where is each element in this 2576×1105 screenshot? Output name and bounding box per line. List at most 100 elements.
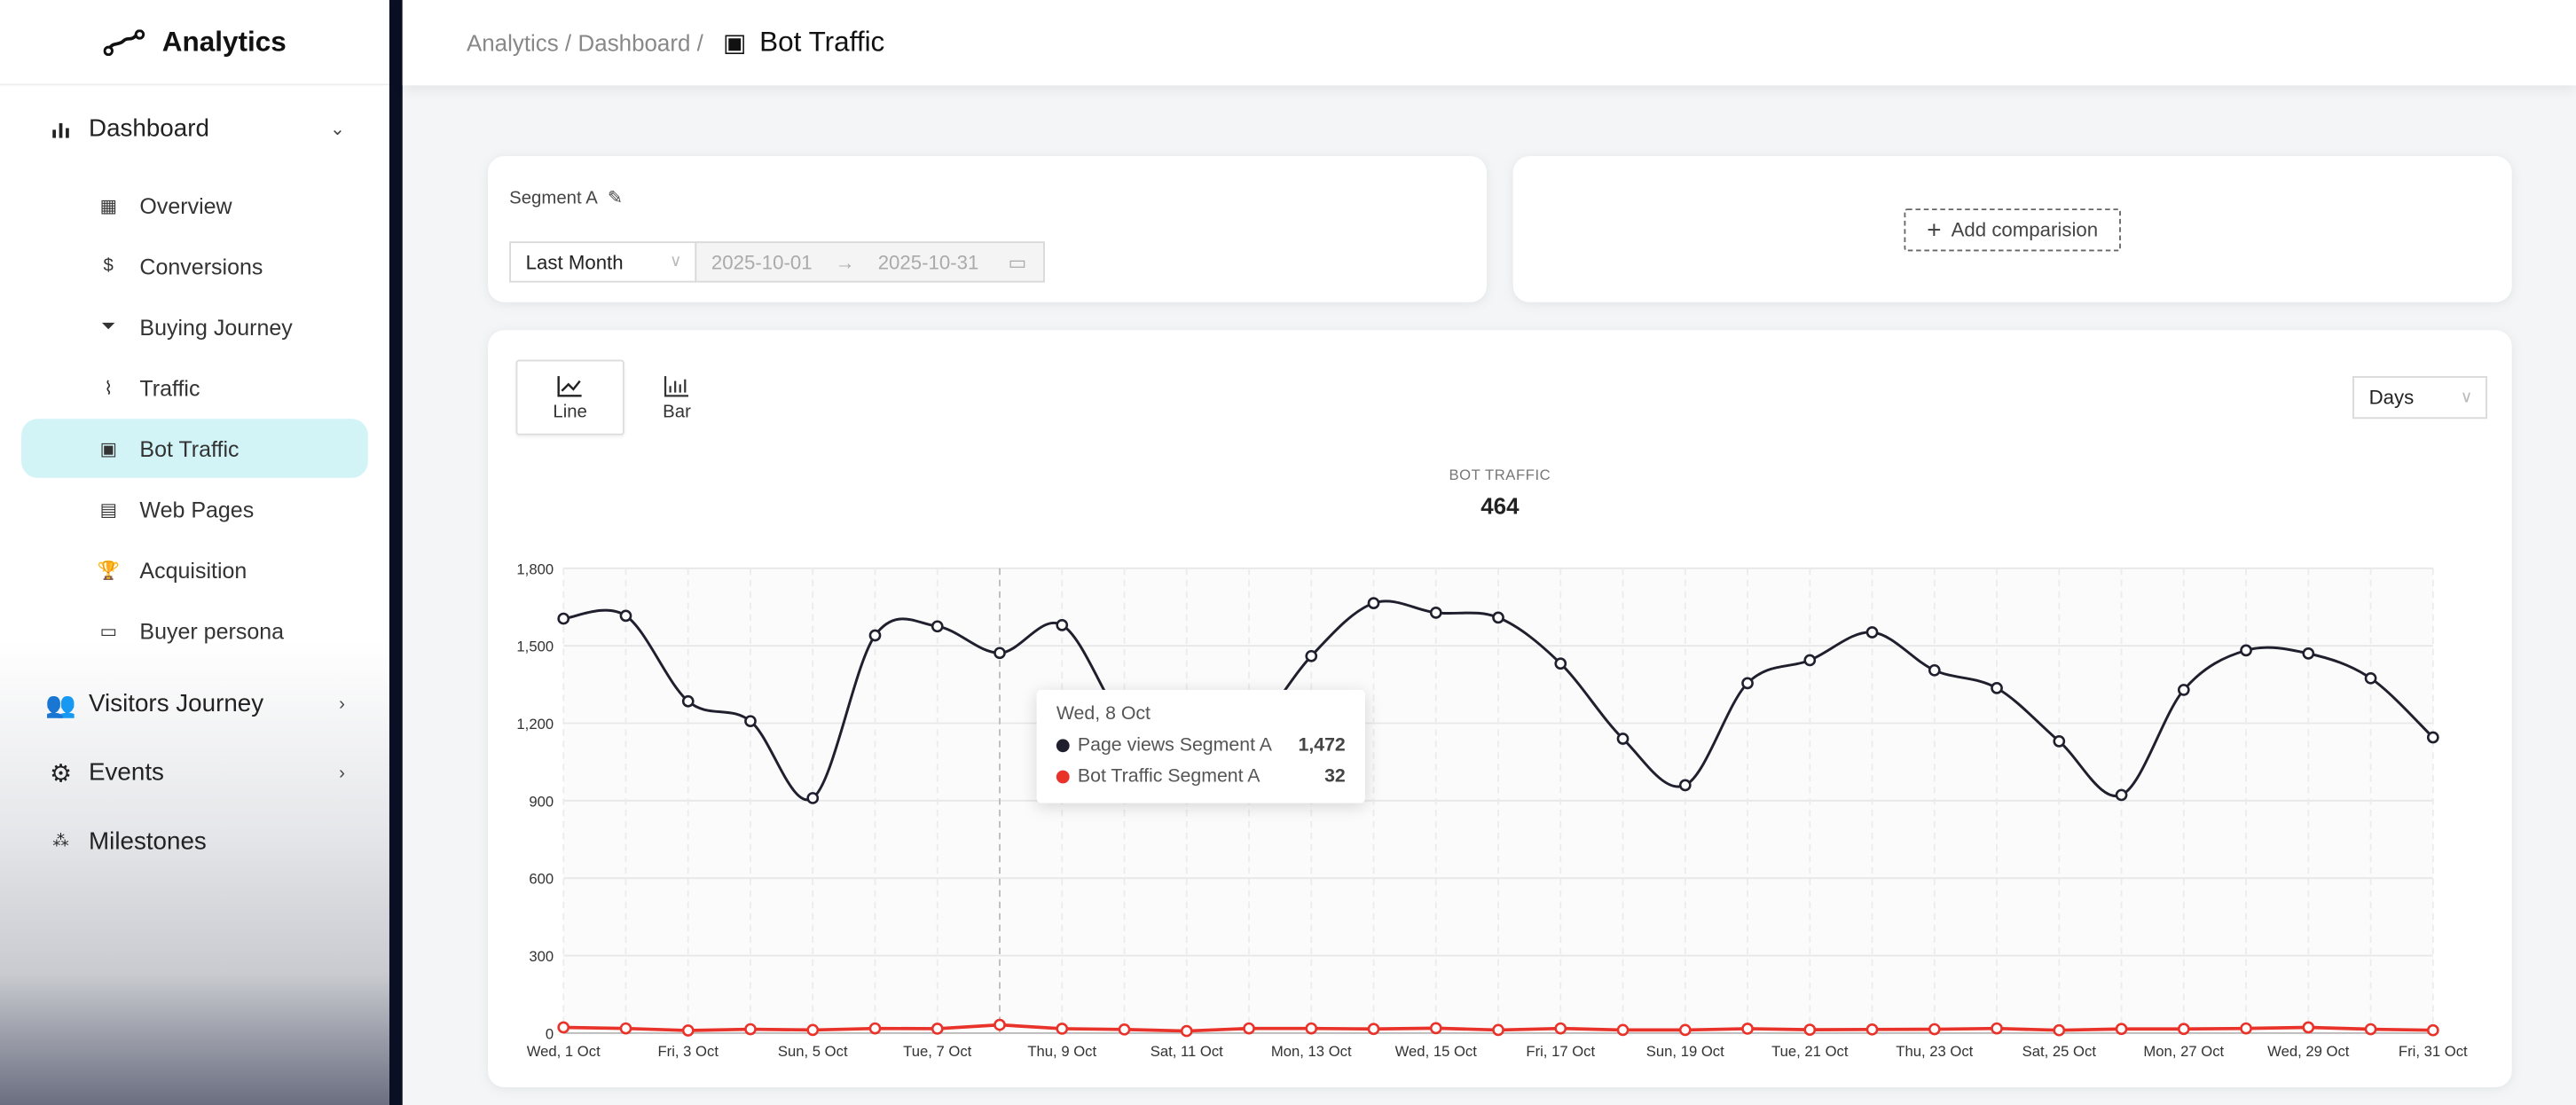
- end-date[interactable]: 2025-10-31: [877, 250, 979, 274]
- data-point: [868, 629, 882, 642]
- sidebar-item-label: Conversions: [139, 254, 263, 278]
- chevron-down-icon: ⌄: [329, 120, 345, 140]
- data-point: [2053, 735, 2066, 748]
- sidebar-item-label: Milestones: [89, 827, 207, 856]
- sidebar-item-acquisition[interactable]: 🏆 Acquisition: [21, 540, 368, 600]
- segment-label: Segment A: [509, 188, 598, 208]
- chart-total: 464: [1480, 492, 1520, 520]
- x-tick-label: Fri, 17 Oct: [1526, 1043, 1595, 1060]
- data-point: [2115, 1023, 2128, 1036]
- data-point: [744, 1023, 757, 1036]
- bot-icon: ▣: [99, 439, 117, 459]
- data-point: [931, 1023, 944, 1035]
- data-point: [2115, 788, 2128, 802]
- sidebar-item-overview[interactable]: ▦ Overview: [21, 176, 368, 235]
- x-tick-label: Fri, 31 Oct: [2399, 1043, 2468, 1060]
- sidebar-item-buyer-persona[interactable]: ▭ Buyer persona: [21, 601, 368, 661]
- sidebar-item-label: Buying Journey: [139, 314, 293, 340]
- data-point: [1803, 1023, 1817, 1036]
- data-point: [2364, 671, 2377, 685]
- line-chart-icon: [557, 375, 582, 396]
- data-point: [806, 792, 820, 804]
- series-dot: [1056, 770, 1070, 784]
- tab-bar[interactable]: Bar: [623, 360, 731, 435]
- y-tick-label: 300: [529, 948, 554, 965]
- app-logo[interactable]: Analytics: [0, 0, 389, 86]
- data-point: [1991, 1022, 2003, 1035]
- data-point: [2053, 1023, 2066, 1037]
- y-tick-label: 1,200: [516, 716, 554, 733]
- sidebar-item-traffic[interactable]: ⌇ Traffic: [21, 358, 368, 418]
- sidebar-item-label: Acquisition: [139, 557, 247, 583]
- data-point: [1367, 1023, 1380, 1036]
- sidebar-item-conversions[interactable]: $ Conversions: [21, 237, 368, 296]
- sidebar-item-dashboard[interactable]: Dashboard ⌄: [50, 115, 345, 143]
- data-point: [993, 1018, 1006, 1031]
- period-value: Last Month: [525, 250, 624, 274]
- sidebar-item-label: Buyer persona: [139, 618, 285, 644]
- data-point: [557, 1021, 570, 1034]
- tooltip-series-value: 32: [1324, 766, 1346, 788]
- sidebar-item-buying-journey[interactable]: ⏷ Buying Journey: [21, 297, 368, 357]
- data-point: [1305, 1022, 1318, 1035]
- data-point: [1865, 626, 1879, 639]
- add-comparison-button[interactable]: + Add comparision: [1904, 208, 2121, 252]
- sidebar-item-events[interactable]: ⚙ Events ›: [50, 758, 345, 788]
- trophy-icon: 🏆: [97, 560, 120, 581]
- sidebar-item-web-pages[interactable]: ▤ Web Pages: [21, 480, 368, 539]
- data-point: [1554, 1022, 1567, 1035]
- sidebar-item-label: Overview: [139, 192, 232, 218]
- data-point: [2177, 684, 2190, 696]
- data-point: [868, 1022, 882, 1035]
- breadcrumb-dashboard[interactable]: Dashboard /: [577, 29, 703, 56]
- data-point: [1865, 1023, 1879, 1036]
- date-range-input[interactable]: 2025-10-01 → 2025-10-31 ▭: [695, 241, 1045, 283]
- data-point: [1056, 1023, 1069, 1035]
- data-point: [1554, 657, 1567, 670]
- data-point: [1367, 597, 1380, 609]
- sidebar-item-label: Events: [89, 758, 164, 788]
- data-point: [1616, 733, 1630, 745]
- sidebar-item-bot-traffic[interactable]: ▣ Bot Traffic: [21, 419, 368, 478]
- data-point: [1678, 779, 1692, 792]
- calendar-icon: ▭: [1008, 250, 1027, 274]
- chevron-right-icon: ›: [339, 694, 345, 714]
- data-point: [993, 647, 1006, 660]
- plus-icon: +: [1927, 216, 1942, 245]
- granularity-value: Days: [2368, 386, 2415, 410]
- comparison-card: + Add comparision: [1512, 155, 2512, 302]
- analytics-logo-icon: [103, 28, 145, 56]
- granularity-select[interactable]: Days ∨: [2352, 376, 2487, 419]
- data-point: [2177, 1023, 2190, 1036]
- start-date[interactable]: 2025-10-01: [711, 250, 813, 274]
- sidebar-item-label: Web Pages: [139, 497, 255, 522]
- breadcrumb-analytics[interactable]: Analytics /: [466, 29, 572, 56]
- x-tick-label: Thu, 9 Oct: [1027, 1043, 1096, 1060]
- data-point: [1243, 1022, 1255, 1035]
- x-tick-label: Sat, 11 Oct: [1151, 1043, 1223, 1060]
- users-icon: 👥: [45, 690, 76, 719]
- data-point: [2302, 1021, 2315, 1034]
- tab-bar-label: Bar: [663, 401, 691, 422]
- data-point: [2364, 1023, 2377, 1036]
- y-tick-label: 0: [546, 1025, 554, 1042]
- sidebar-item-label: Traffic: [139, 375, 200, 400]
- bar-chart-icon: [50, 117, 73, 140]
- data-point: [2302, 647, 2315, 660]
- add-comparison-label: Add comparision: [1951, 218, 2099, 242]
- y-tick-label: 1,800: [516, 560, 554, 577]
- period-select[interactable]: Last Month ∨: [509, 241, 697, 283]
- data-point: [619, 1022, 632, 1035]
- sidebar-item-label: Dashboard: [89, 114, 209, 144]
- tab-line[interactable]: Line: [515, 359, 624, 435]
- dollar-icon: $: [103, 255, 114, 277]
- x-tick-label: Sun, 5 Oct: [778, 1043, 848, 1060]
- data-point: [1492, 1023, 1504, 1037]
- data-point: [1741, 677, 1754, 690]
- sidebar-item-milestones[interactable]: ⁂ Milestones: [50, 827, 345, 855]
- sidebar-item-visitors-journey[interactable]: 👥 Visitors Journey ›: [45, 690, 345, 719]
- edit-icon[interactable]: ✎: [607, 188, 623, 209]
- tooltip-series-value: 1,472: [1298, 735, 1346, 756]
